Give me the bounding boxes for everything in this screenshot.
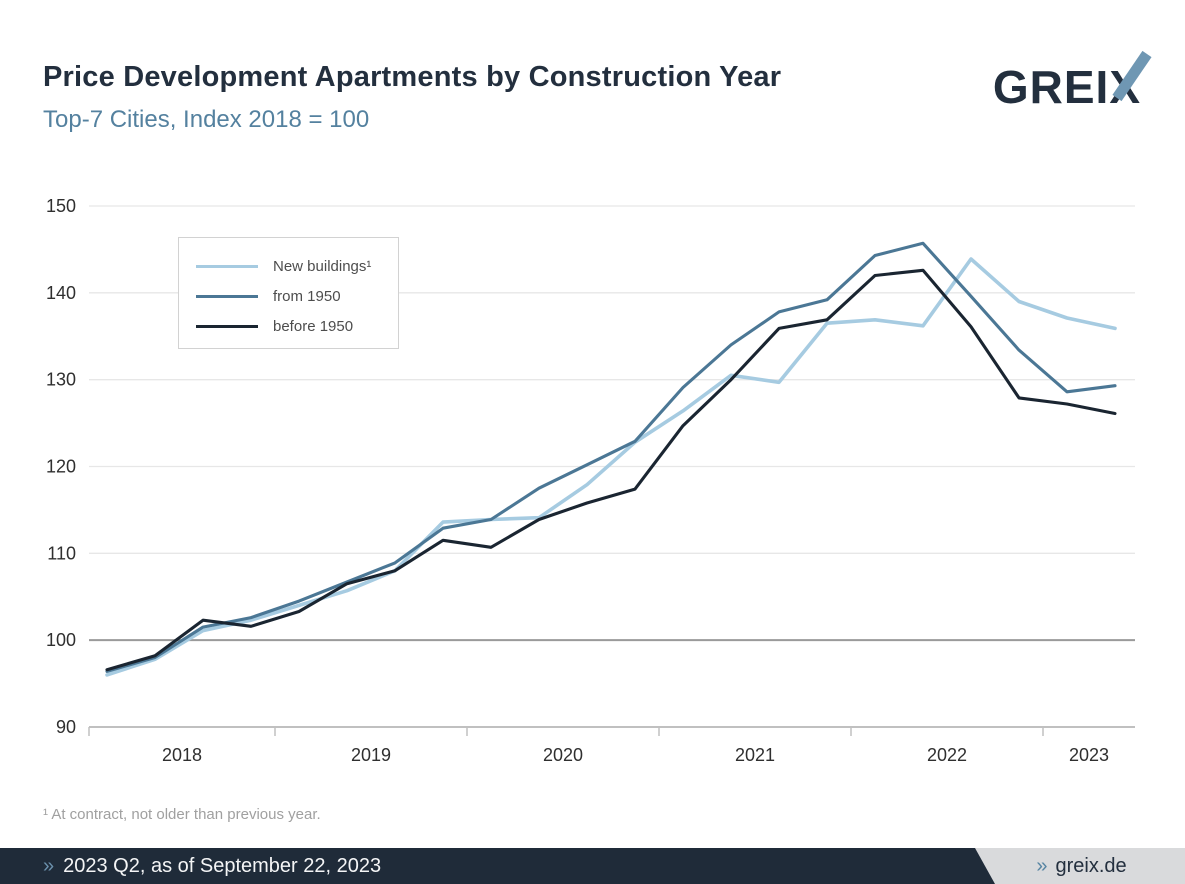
chevron-right-icon: »	[43, 854, 55, 877]
page-title: Price Development Apartments by Construc…	[43, 61, 782, 93]
footer-status-text: » 2023 Q2, as of September 22, 2023	[43, 848, 381, 884]
greix-logo: GREIX	[992, 50, 1152, 113]
x-axis-year-label: 2021	[735, 745, 775, 765]
series-line-before-1950	[105, 268, 1117, 672]
y-axis-tick-label: 100	[46, 630, 76, 650]
x-axis-year-label: 2023	[1069, 745, 1109, 765]
footer-date-label: 2023 Q2, as of September 22, 2023	[63, 854, 382, 877]
legend-item-new-buildings: New buildings¹	[196, 251, 398, 281]
legend-swatch-new-buildings	[196, 264, 258, 268]
legend-label-from-1950: from 1950	[273, 287, 341, 305]
legend-label-before-1950: before 1950	[273, 317, 354, 335]
series-line-new-buildings-	[105, 257, 1117, 677]
y-axis-tick-label: 90	[56, 717, 76, 737]
legend-item-from-1950: from 1950	[196, 281, 398, 311]
chevron-right-icon: »	[1036, 854, 1048, 877]
page-subtitle: Top-7 Cities, Index 2018 = 100	[43, 106, 370, 133]
greix-logo-x: X	[1109, 50, 1152, 110]
legend-swatch-before-1950	[196, 324, 258, 328]
y-axis-tick-label: 130	[46, 370, 76, 390]
legend-label-new-buildings: New buildings¹	[273, 257, 372, 275]
greix-logo-slash-icon	[1112, 50, 1152, 102]
x-axis-year-label: 2018	[162, 745, 202, 765]
legend-item-before-1950: before 1950	[196, 311, 398, 341]
legend-swatch-from-1950	[196, 294, 258, 298]
chart-footnote: ¹ At contract, not older than previous y…	[43, 806, 321, 823]
greix-logo-text: GREI	[992, 61, 1110, 113]
x-axis-year-label: 2019	[351, 745, 391, 765]
y-axis-tick-label: 120	[46, 457, 76, 477]
x-axis-year-label: 2022	[927, 745, 967, 765]
y-axis-tick-label: 110	[47, 543, 76, 563]
y-axis-tick-label: 150	[46, 196, 76, 216]
y-axis-tick-label: 140	[46, 283, 76, 303]
footer-site-link[interactable]: greix.de	[1055, 854, 1127, 877]
price-index-chart: 90 100 110 120 130 140 150 2018 2019 2020 2021 2022…	[46, 196, 1135, 765]
series-line-from-1950	[105, 241, 1117, 673]
footer-site-tab[interactable]: » greix.de	[975, 848, 1185, 884]
x-axis-year-label: 2020	[543, 745, 583, 765]
chart-legend: New buildings¹ from 1950 before 1950	[178, 237, 399, 349]
